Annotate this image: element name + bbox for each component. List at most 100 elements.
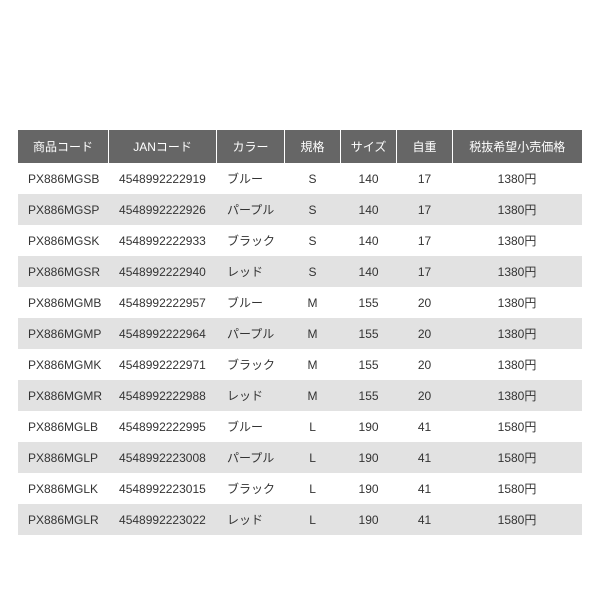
cell-wt: 41 <box>397 473 453 504</box>
col-header-color: カラー <box>217 130 285 163</box>
col-header-code: 商品コード <box>18 130 109 163</box>
cell-spec: L <box>285 504 341 535</box>
cell-size: 190 <box>341 411 397 442</box>
cell-price: 1380円 <box>453 380 582 411</box>
cell-price: 1580円 <box>453 504 582 535</box>
cell-price: 1380円 <box>453 194 582 225</box>
cell-code: PX886MGSP <box>18 194 109 225</box>
table-row: PX886MGSB4548992222919ブルーS140171380円 <box>18 163 582 194</box>
cell-price: 1580円 <box>453 442 582 473</box>
table-row: PX886MGMP4548992222964パープルM155201380円 <box>18 318 582 349</box>
table-row: PX886MGSR4548992222940レッドS140171380円 <box>18 256 582 287</box>
cell-color: レッド <box>217 380 285 411</box>
cell-color: ブルー <box>217 411 285 442</box>
cell-jan: 4548992222919 <box>109 163 217 194</box>
cell-size: 190 <box>341 442 397 473</box>
cell-wt: 17 <box>397 194 453 225</box>
cell-size: 155 <box>341 318 397 349</box>
cell-jan: 4548992222995 <box>109 411 217 442</box>
cell-size: 140 <box>341 163 397 194</box>
cell-jan: 4548992222940 <box>109 256 217 287</box>
table-body: PX886MGSB4548992222919ブルーS140171380円PX88… <box>18 163 582 535</box>
cell-wt: 20 <box>397 349 453 380</box>
cell-code: PX886MGMP <box>18 318 109 349</box>
cell-jan: 4548992223015 <box>109 473 217 504</box>
cell-price: 1380円 <box>453 163 582 194</box>
cell-size: 155 <box>341 349 397 380</box>
cell-jan: 4548992222971 <box>109 349 217 380</box>
cell-color: レッド <box>217 504 285 535</box>
cell-color: ブルー <box>217 163 285 194</box>
cell-spec: S <box>285 256 341 287</box>
cell-wt: 41 <box>397 411 453 442</box>
cell-spec: L <box>285 442 341 473</box>
cell-jan: 4548992223022 <box>109 504 217 535</box>
table-row: PX886MGSK4548992222933ブラックS140171380円 <box>18 225 582 256</box>
cell-color: ブルー <box>217 287 285 318</box>
cell-code: PX886MGLK <box>18 473 109 504</box>
cell-jan: 4548992222988 <box>109 380 217 411</box>
cell-size: 140 <box>341 194 397 225</box>
cell-price: 1380円 <box>453 287 582 318</box>
cell-price: 1380円 <box>453 349 582 380</box>
cell-wt: 17 <box>397 225 453 256</box>
table-row: PX886MGMK4548992222971ブラックM155201380円 <box>18 349 582 380</box>
cell-size: 140 <box>341 256 397 287</box>
cell-color: パープル <box>217 318 285 349</box>
cell-wt: 17 <box>397 163 453 194</box>
cell-spec: M <box>285 380 341 411</box>
cell-code: PX886MGLP <box>18 442 109 473</box>
cell-spec: M <box>285 287 341 318</box>
col-header-price: 税抜希望小売価格 <box>453 130 582 163</box>
cell-jan: 4548992222933 <box>109 225 217 256</box>
table-header-row: 商品コード JANコード カラー 規格 サイズ 自重 税抜希望小売価格 <box>18 130 582 163</box>
cell-size: 155 <box>341 380 397 411</box>
col-header-spec: 規格 <box>285 130 341 163</box>
table-row: PX886MGMR4548992222988レッドM155201380円 <box>18 380 582 411</box>
cell-size: 190 <box>341 473 397 504</box>
cell-price: 1380円 <box>453 256 582 287</box>
cell-price: 1580円 <box>453 411 582 442</box>
cell-color: ブラック <box>217 225 285 256</box>
cell-code: PX886MGLR <box>18 504 109 535</box>
cell-code: PX886MGMR <box>18 380 109 411</box>
cell-wt: 17 <box>397 256 453 287</box>
table-row: PX886MGLK4548992223015ブラックL190411580円 <box>18 473 582 504</box>
cell-color: パープル <box>217 442 285 473</box>
cell-spec: L <box>285 411 341 442</box>
cell-jan: 4548992222957 <box>109 287 217 318</box>
cell-color: ブラック <box>217 473 285 504</box>
col-header-size: サイズ <box>341 130 397 163</box>
col-header-jan: JANコード <box>109 130 217 163</box>
cell-spec: L <box>285 473 341 504</box>
cell-price: 1580円 <box>453 473 582 504</box>
cell-spec: S <box>285 194 341 225</box>
cell-code: PX886MGSR <box>18 256 109 287</box>
table-row: PX886MGLR4548992223022レッドL190411580円 <box>18 504 582 535</box>
cell-color: レッド <box>217 256 285 287</box>
cell-code: PX886MGSK <box>18 225 109 256</box>
cell-spec: M <box>285 349 341 380</box>
cell-code: PX886MGMK <box>18 349 109 380</box>
cell-size: 140 <box>341 225 397 256</box>
product-table: 商品コード JANコード カラー 規格 サイズ 自重 税抜希望小売価格 PX88… <box>18 130 582 535</box>
table-row: PX886MGMB4548992222957ブルーM155201380円 <box>18 287 582 318</box>
cell-color: パープル <box>217 194 285 225</box>
cell-color: ブラック <box>217 349 285 380</box>
cell-wt: 20 <box>397 287 453 318</box>
cell-spec: M <box>285 318 341 349</box>
table-row: PX886MGLP4548992223008パープルL190411580円 <box>18 442 582 473</box>
cell-jan: 4548992222964 <box>109 318 217 349</box>
cell-price: 1380円 <box>453 225 582 256</box>
cell-spec: S <box>285 225 341 256</box>
cell-code: PX886MGMB <box>18 287 109 318</box>
cell-wt: 20 <box>397 318 453 349</box>
table-row: PX886MGLB4548992222995ブルーL190411580円 <box>18 411 582 442</box>
cell-spec: S <box>285 163 341 194</box>
cell-wt: 41 <box>397 504 453 535</box>
cell-jan: 4548992223008 <box>109 442 217 473</box>
cell-price: 1380円 <box>453 318 582 349</box>
cell-wt: 41 <box>397 442 453 473</box>
cell-size: 155 <box>341 287 397 318</box>
cell-size: 190 <box>341 504 397 535</box>
